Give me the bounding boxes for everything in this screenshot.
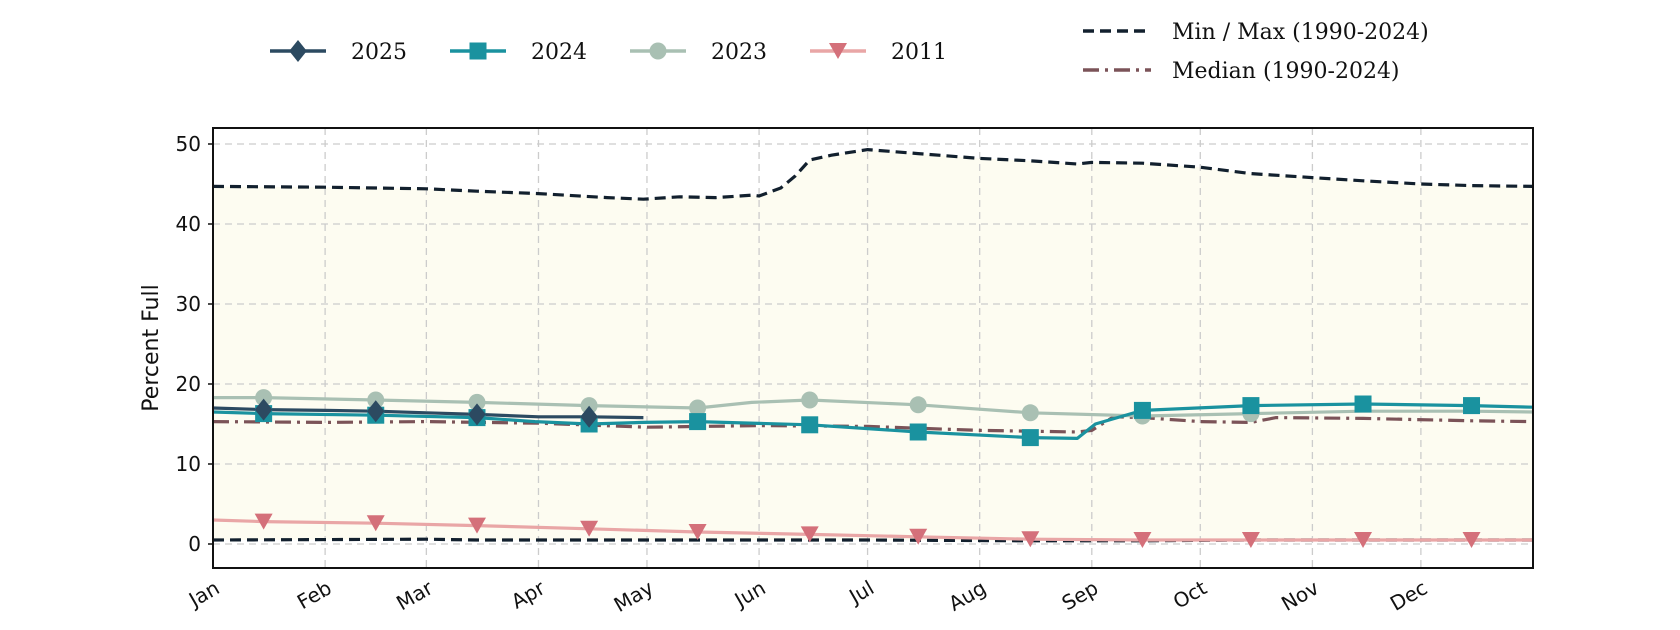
point-2023-6 [909,396,927,414]
point-2023-7 [1021,404,1039,422]
point-2011-1 [366,515,385,532]
point-2025-3 [580,405,598,428]
x-tick-label-mar: Mar [392,575,437,615]
point-2011-5 [800,526,819,543]
y-tick-label-10: 10 [176,452,201,476]
legend-marker-2025 [289,40,307,62]
y-tick-label-20: 20 [176,372,201,396]
legend-label-2011: 2011 [891,40,947,65]
legend-label-2023: 2023 [711,40,767,65]
point-2025-0 [254,398,273,421]
y-tick-label-50: 50 [176,132,201,156]
point-2024-10 [1354,395,1372,413]
x-tick-label-oct: Oct [1169,575,1211,613]
point-2024-9 [1242,397,1260,415]
gridlines [213,128,1533,568]
x-tick-label-apr: Apr [507,575,550,613]
x-tick-label-dec: Dec [1386,576,1432,616]
plot-frame [212,127,1534,569]
point-2011-8 [1133,532,1152,548]
x-tick-label-jan: Jan [183,576,223,613]
marker-layer [254,389,1481,548]
y-tick-label-30: 30 [176,292,201,316]
point-2023-4 [689,399,707,417]
point-2023-2 [468,393,486,411]
point-2023-1 [367,391,385,409]
x-tick-label-jun: Jun [729,576,770,613]
point-2011-11 [1462,532,1481,548]
x-tick-label-jul: Jul [843,576,878,610]
legend-marker-2024 [469,42,487,60]
legend-label-median-1990-2024: Median (1990-2024) [1172,59,1400,84]
point-2024-11 [1463,397,1481,415]
x-tick-label-nov: Nov [1277,575,1323,615]
y-tick-label-0: 0 [188,532,201,556]
x-tick-label-feb: Feb [293,576,336,614]
x-tick-label-may: May [610,575,658,617]
min-max-band-layer [213,149,1533,541]
y-tick-label-40: 40 [176,212,201,236]
point-2023-5 [801,391,819,409]
point-2024-7 [1021,429,1039,447]
point-2024-5 [801,416,819,434]
x-tick-label-aug: Aug [944,576,990,616]
point-2011-3 [580,520,599,537]
legend: 2025 2024 2023 2011 Min / Max (1990-2024) Med… [270,20,1429,84]
legend-label-2024: 2024 [531,40,587,65]
series-line-2025 [212,406,644,420]
point-2011-9 [1241,532,1260,548]
point-2011-10 [1354,532,1373,548]
point-2024-4 [689,413,707,431]
point-2011-7 [1021,531,1040,548]
point-2024-8 [1133,401,1151,419]
legend-label-min-max-1990-2024: Min / Max (1990-2024) [1172,20,1429,45]
point-2024-6 [909,423,927,441]
point-2025-2 [468,403,486,426]
point-2023-3 [580,397,598,415]
point-2011-0 [254,513,273,530]
series-line-2024 [212,402,1534,440]
x-tick-label-sep: Sep [1058,576,1103,616]
point-2025-1 [366,400,385,423]
series-line-max-min-max-1990-2024 [212,147,1534,201]
legend-marker-2011 [829,43,847,59]
y-axis-title: Percent Full [139,284,164,411]
point-2023-0 [255,389,273,407]
min-max-band [213,149,1533,541]
series-line-2011 [212,518,1533,542]
legend-marker-2023 [649,42,667,60]
legend-label-2025: 2025 [351,40,407,65]
point-2011-4 [688,524,707,540]
point-2011-6 [909,528,928,545]
point-2011-2 [468,517,486,534]
